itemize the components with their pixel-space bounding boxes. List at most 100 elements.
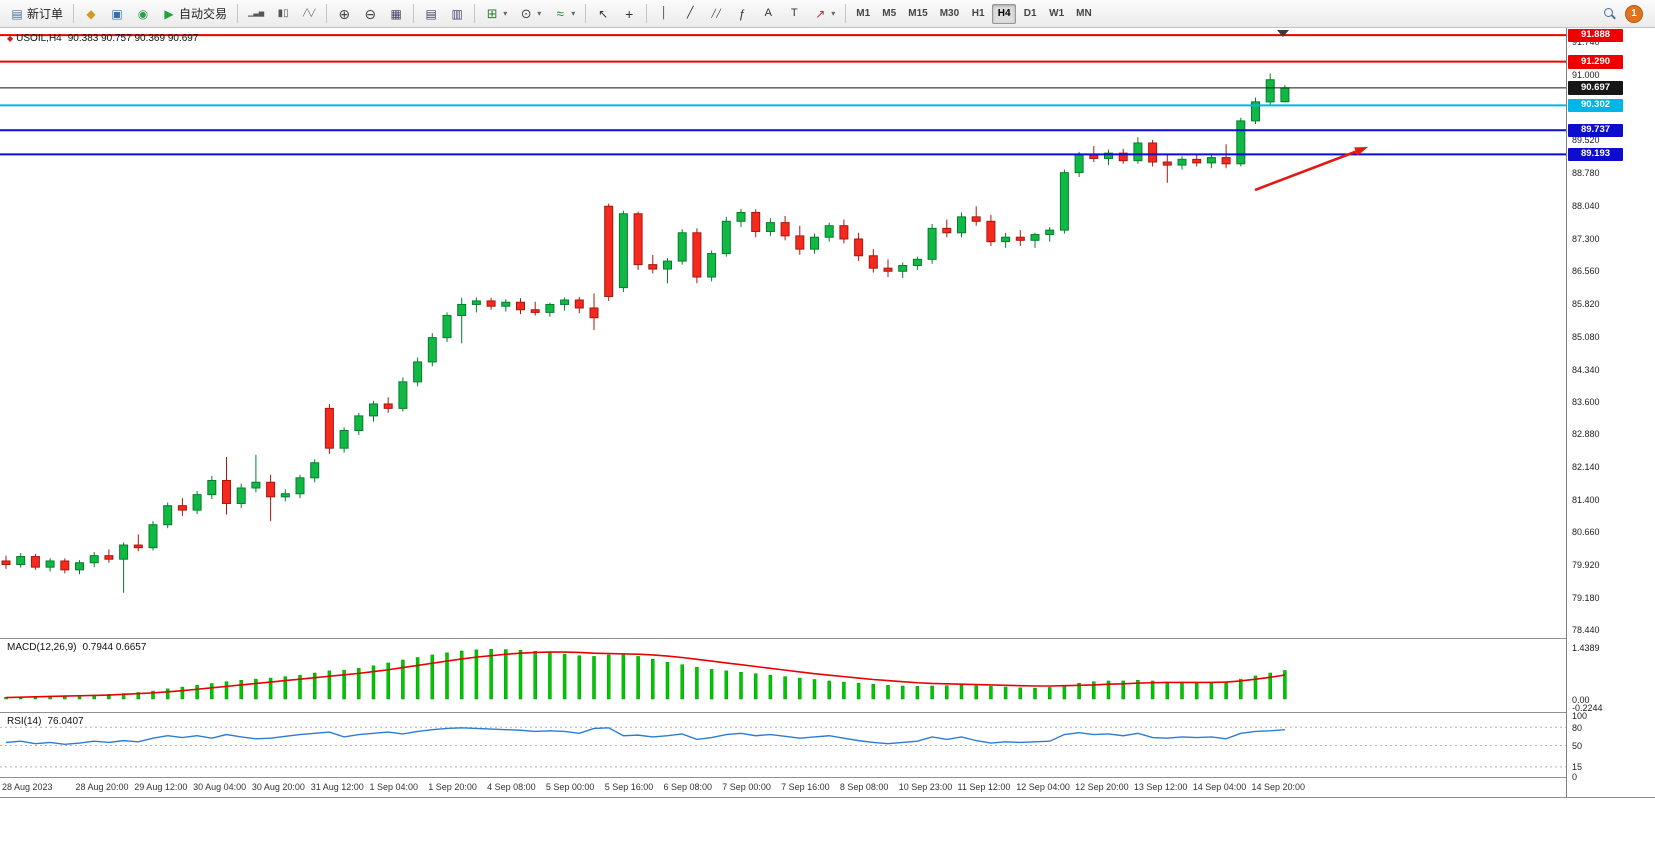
text-button[interactable]: A	[755, 3, 781, 25]
price-tick-label: 91.000	[1572, 69, 1600, 80]
timeframe-m5-button[interactable]: M5	[877, 4, 901, 24]
symbol-name: USOIL,H4	[16, 33, 62, 44]
rsi-name: RSI(14)	[7, 716, 42, 727]
tile-horizontal-button[interactable]: ▤	[418, 3, 444, 25]
auto-trading-button[interactable]: ▶ 自动交易	[156, 3, 233, 25]
auto-trading-play-icon: ▶	[164, 6, 174, 21]
navigator-button[interactable]: ▣	[104, 3, 130, 25]
price-tick-label: 82.140	[1572, 461, 1600, 472]
time-axis-label: 7 Sep 16:00	[781, 782, 830, 792]
price-level-badge: 91.888	[1568, 28, 1623, 43]
timeframe-m30-button[interactable]: M30	[935, 4, 964, 24]
rsi-tick-label: 15	[1572, 762, 1583, 773]
timeframe-m1-button[interactable]: M1	[851, 4, 875, 24]
price-level-badge: 90.697	[1568, 81, 1623, 95]
notification-badge[interactable]: 1	[1625, 4, 1643, 23]
crosshair-button[interactable]: +	[616, 3, 642, 25]
indicators-icon: ≈	[556, 6, 564, 21]
toolbar-separator	[646, 4, 648, 23]
symbol-icon: ◆	[7, 34, 14, 43]
zoom-out-button[interactable]: ⊖	[357, 3, 383, 25]
trendline-button[interactable]: ╱	[677, 3, 703, 25]
price-tick-label: 84.340	[1572, 364, 1600, 375]
terminal-button[interactable]: ◉	[130, 3, 156, 25]
price-scale[interactable]: 91.740 91.000 89.520 88.780 88.040 87.300 86.5…	[1566, 28, 1655, 797]
price-tick-label: 78.440	[1572, 625, 1600, 636]
macd-name: MACD(12,26,9)	[7, 642, 77, 653]
price-tick-label: 89.520	[1572, 135, 1600, 146]
timeframe-m15-button[interactable]: M15	[903, 4, 932, 24]
toolbar-separator	[326, 4, 328, 23]
tile-vertical-button[interactable]: ▥	[444, 3, 470, 25]
tile-windows-button[interactable]: ▦	[383, 3, 409, 25]
rsi-pane[interactable]	[0, 713, 1566, 777]
new-order-label: 新订单	[27, 7, 64, 21]
timeframe-mn-button[interactable]: MN	[1071, 4, 1097, 24]
rsi-label: RSI(14) 76.0407	[7, 716, 84, 727]
chart-window[interactable]: ◆ USOIL,H4 90.383 90.757 90.369 90.697 MAC…	[0, 28, 1655, 798]
time-axis-label: 5 Sep 00:00	[545, 782, 595, 792]
price-tick-label: 88.780	[1572, 168, 1600, 179]
indicators-button[interactable]: ≈ ▾	[547, 3, 581, 25]
price-chart[interactable]	[0, 28, 1566, 638]
timeframe-h4-button[interactable]: H4	[992, 3, 1017, 24]
price-level-badge: 89.193	[1568, 147, 1623, 162]
vline-button[interactable]: │	[651, 3, 677, 25]
time-axis[interactable]: 28 Aug 2023 28 Aug 20:00 29 Aug 12:00 30 Au…	[0, 778, 1566, 797]
period-button[interactable]: ⊙ ▾	[513, 3, 547, 25]
macd-pane[interactable]	[0, 639, 1566, 712]
new-chart-button[interactable]: ⊞ ▾	[479, 3, 513, 25]
time-axis-label: 12 Sep 20:00	[1075, 782, 1129, 792]
price-tick-label: 83.600	[1572, 397, 1600, 408]
channel-icon: ╱╱	[711, 8, 722, 18]
timeframe-d1-button[interactable]: D1	[1018, 4, 1042, 24]
toolbar-separator	[474, 4, 476, 23]
cursor-button[interactable]: ↖	[590, 3, 616, 25]
trend-arrow-annotation[interactable]	[1254, 147, 1368, 192]
chevron-down-icon: ▾	[831, 9, 836, 18]
time-axis-label: 8 Sep 08:00	[839, 782, 889, 792]
time-axis-label: 12 Sep 04:00	[1016, 782, 1070, 792]
price-tick-label: 86.560	[1572, 266, 1600, 277]
macd-splitter[interactable]	[0, 638, 1655, 639]
cursor-icon: ↖	[598, 6, 609, 21]
time-axis-label: 14 Sep 20:00	[1251, 782, 1306, 792]
time-axis-label: 14 Sep 04:00	[1192, 782, 1247, 792]
timeframe-w1-button[interactable]: W1	[1044, 4, 1069, 24]
text-icon: A	[764, 7, 772, 19]
chart-shift-marker	[1277, 30, 1289, 37]
time-axis-label: 10 Sep 23:00	[898, 782, 953, 792]
zoom-in-button[interactable]: ⊕	[331, 3, 357, 25]
arrows-button[interactable]: ↗ ▾	[807, 3, 841, 25]
search-icon[interactable]	[1603, 7, 1616, 20]
channel-button[interactable]: ╱╱	[703, 3, 729, 25]
macd-tick-label: 1.4389	[1572, 642, 1600, 653]
fibonacci-button[interactable]: ƒ	[729, 3, 755, 25]
timeframe-h1-button[interactable]: H1	[966, 4, 990, 24]
rsi-value: 76.0407	[47, 716, 84, 727]
time-axis-label: 4 Sep 08:00	[487, 782, 536, 792]
new-order-button[interactable]: ▤ 新订单	[4, 3, 69, 25]
rsi-splitter[interactable]	[0, 712, 1655, 713]
time-axis-label: 29 Aug 12:00	[134, 782, 188, 792]
auto-trading-label: 自动交易	[179, 7, 228, 21]
zoom-out-icon: ⊖	[364, 5, 377, 22]
market-watch-button[interactable]: ◆	[78, 3, 104, 25]
tile-windows-icon: ▦	[390, 6, 402, 21]
candlestick-button[interactable]: ▮▯	[270, 3, 296, 25]
tile-horizontal-icon: ▤	[425, 6, 437, 21]
period-icon: ⊙	[520, 6, 532, 21]
toolbar-separator	[845, 4, 847, 23]
macd-label: MACD(12,26,9) 0.7944 0.6657	[7, 642, 146, 653]
arrows-icon: ↗	[815, 6, 826, 21]
market-watch-icon: ◆	[86, 6, 96, 21]
bar-chart-button[interactable]: ▁▃▅	[242, 3, 270, 25]
macd-tick-label: -0.2244	[1572, 702, 1603, 713]
fibonacci-icon: ƒ	[738, 6, 746, 21]
time-axis-label: 28 Aug 2023	[2, 782, 53, 792]
line-chart-button[interactable]: ╱╲╱	[296, 3, 322, 25]
price-tick-label: 85.080	[1572, 331, 1600, 342]
price-tick-label: 80.660	[1572, 527, 1600, 538]
label-button[interactable]: T	[781, 3, 807, 25]
